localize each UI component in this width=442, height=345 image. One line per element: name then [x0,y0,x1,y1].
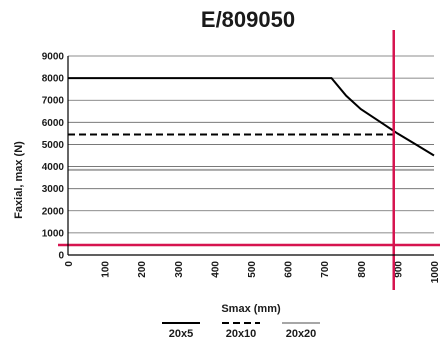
series-line-20x5 [68,77,435,157]
y-tick-label-4000: 4000 [42,162,65,173]
y-axis-label: Faxial, max (N) [13,141,25,219]
y-tick-labels: 0 1000 2000 3000 4000 5000 6000 7000 8000 9000 [42,52,65,262]
x-tick-label-0: 0 [64,261,75,267]
x-tick-label-200: 200 [137,261,148,278]
chart-title: E/809050 [201,7,295,32]
x-tick-label-700: 700 [320,261,331,278]
y-tick-label-1000: 1000 [42,228,65,239]
x-tick-labels: 0 100 200 300 400 500 600 700 800 900 1000 [64,261,441,284]
y-tick-label-7000: 7000 [42,96,65,107]
x-tick-label-300: 300 [174,261,185,278]
y-tick-label-6000: 6000 [42,118,65,129]
y-tick-label-3000: 3000 [42,184,65,195]
gridlines [68,55,434,234]
y-tick-label-2000: 2000 [42,206,65,217]
x-tick-label-400: 400 [210,261,221,278]
legend-label-20x20: 20x20 [286,328,317,340]
y-tick-label-0: 0 [58,251,64,262]
reference-lines [58,30,440,290]
x-tick-label-500: 500 [247,261,258,278]
legend: 20x5 20x10 20x20 [162,322,320,340]
x-axis-label: Smax (mm) [221,303,281,315]
x-tick-label-600: 600 [284,261,295,278]
x-tick-label-1000: 1000 [430,261,441,284]
legend-label-20x5: 20x5 [169,328,193,340]
x-tick-label-900: 900 [393,261,404,278]
y-tick-label-9000: 9000 [42,52,65,63]
axes [67,56,434,256]
x-tick-label-100: 100 [101,261,112,278]
series-lines [68,77,435,171]
y-tick-label-8000: 8000 [42,74,65,85]
y-tick-label-5000: 5000 [42,140,65,151]
legend-label-20x10: 20x10 [226,328,257,340]
x-tick-label-800: 800 [357,261,368,278]
